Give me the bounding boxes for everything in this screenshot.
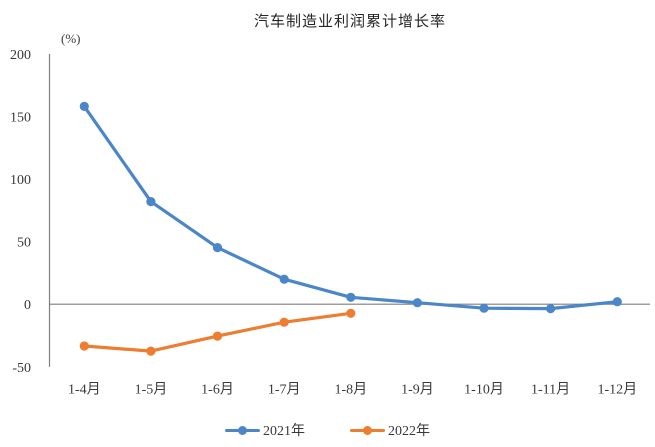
legend-dot (363, 425, 372, 435)
x-axis-label-4: 1-8月 (334, 382, 367, 398)
series-marker-2021年 (279, 274, 289, 284)
x-axis-label-7: 1-11月 (531, 382, 570, 398)
series-marker-2021年 (212, 243, 223, 253)
chart-title: 汽车制造业利润累计增长率 (253, 14, 446, 30)
y-tick-label-0: 0 (24, 298, 31, 313)
x-axis-label-5: 1-9月 (401, 382, 434, 398)
legend-label-2021: 2021年 (263, 424, 305, 439)
legend: 2021年 2022年 (0, 420, 655, 440)
y-tick-label-100: 100 (10, 173, 31, 188)
legend-dot (238, 425, 247, 435)
y-tick-label-50: 50 (17, 236, 31, 251)
series-marker-2021年 (479, 303, 489, 313)
series-line-2021年 (82, 104, 619, 311)
series-marker-2021年 (79, 101, 89, 111)
series-marker-2022年 (79, 341, 89, 351)
legend-item-2022: 2022年 (350, 420, 430, 440)
legend-line-marker-swatch (225, 425, 260, 435)
series-marker-2021年 (546, 304, 556, 314)
series-marker-2022年 (279, 317, 289, 327)
y-axis-unit-label: (%) (61, 31, 81, 46)
series-marker-2022年 (346, 308, 356, 318)
series-marker-2021年 (412, 298, 422, 308)
legend-item-2021: 2021年 (225, 420, 305, 440)
x-axis-label-3: 1-7月 (268, 382, 301, 398)
x-axis-label-8: 1-12月 (597, 382, 637, 398)
series-marker-2021年 (612, 297, 622, 307)
x-axis-label-0: 1-4月 (68, 382, 101, 398)
y-tick-label--50: -50 (12, 361, 31, 376)
series-marker-2022年 (146, 346, 156, 356)
series-marker-2021年 (346, 292, 356, 302)
x-axis-label-6: 1-10月 (464, 382, 504, 398)
series-marker-2022年 (212, 331, 223, 341)
x-axis-label-1: 1-5月 (135, 382, 168, 398)
legend-line-marker-swatch (350, 425, 385, 435)
y-tick-label-150: 150 (10, 111, 31, 126)
series-marker-2021年 (146, 197, 156, 207)
x-axis-label-2: 1-6月 (201, 382, 234, 398)
legend-label-2022: 2022年 (388, 424, 430, 439)
y-tick-label-200: 200 (10, 48, 31, 63)
